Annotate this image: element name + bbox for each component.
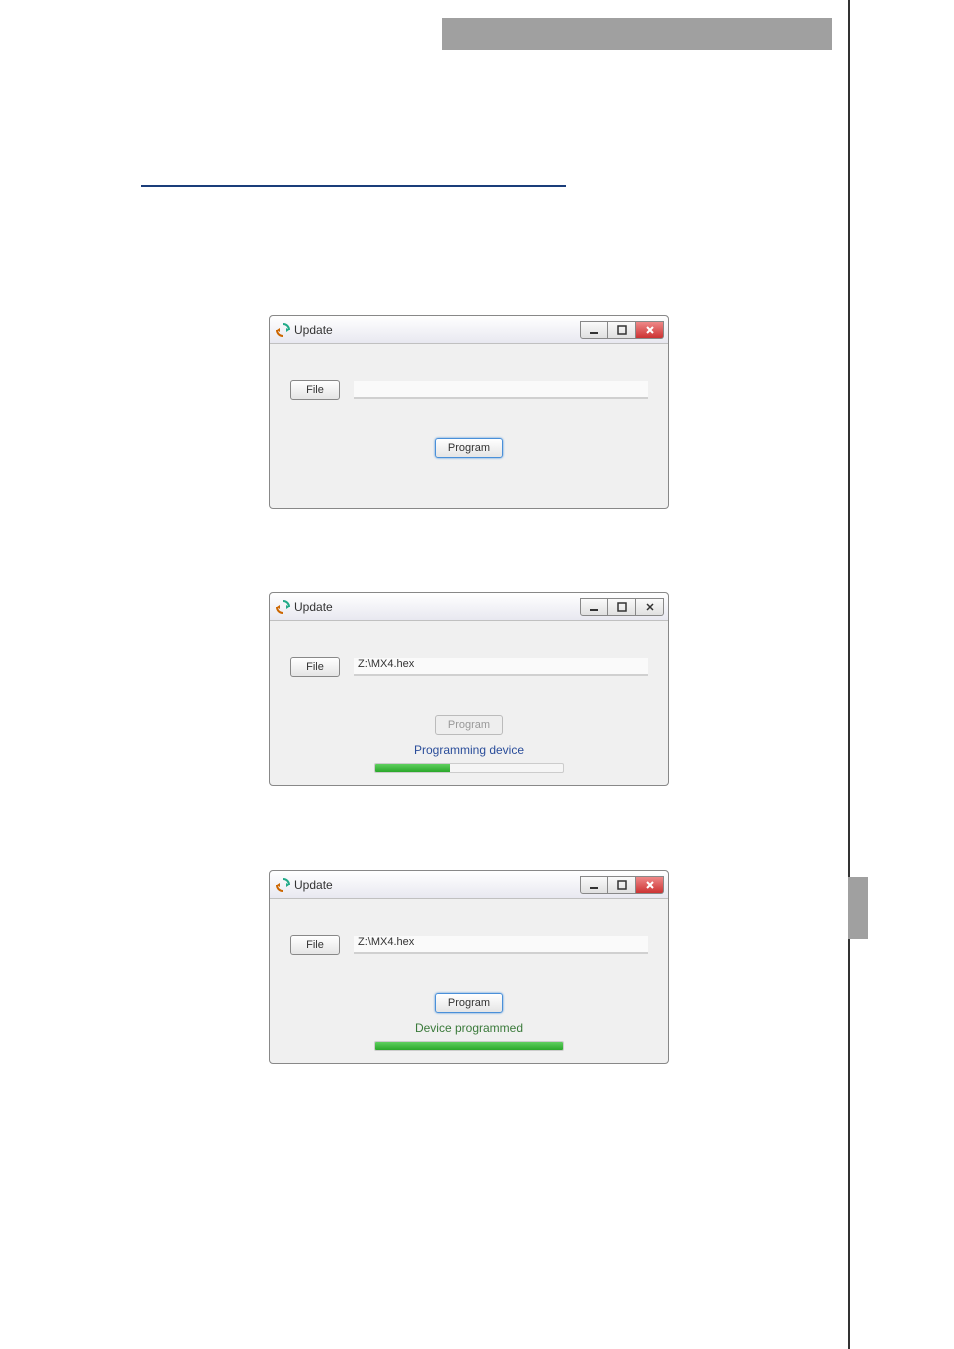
status-text: Programming device xyxy=(290,743,648,757)
titlebar-left: Update xyxy=(276,600,333,614)
window-title: Update xyxy=(294,600,333,614)
hyperlink-underline xyxy=(141,185,566,187)
window-title: Update xyxy=(294,878,333,892)
minimize-button[interactable] xyxy=(580,598,608,616)
close-button[interactable] xyxy=(636,598,664,616)
progress-bar xyxy=(375,1042,563,1050)
page-header-bar xyxy=(442,18,832,50)
app-icon xyxy=(276,323,290,337)
status-text: Device programmed xyxy=(290,1021,648,1035)
window-controls xyxy=(580,321,664,339)
titlebar-left: Update xyxy=(276,878,333,892)
progress-track xyxy=(374,763,564,773)
file-path-display: Z:\MX4.hex xyxy=(354,658,648,676)
maximize-button[interactable] xyxy=(608,598,636,616)
file-button[interactable]: File xyxy=(290,935,340,955)
app-icon xyxy=(276,878,290,892)
program-button: Program xyxy=(435,715,503,735)
app-icon xyxy=(276,600,290,614)
program-button[interactable]: Program xyxy=(435,993,503,1013)
program-row: Program xyxy=(290,715,648,735)
progress-track xyxy=(374,1041,564,1051)
titlebar-left: Update xyxy=(276,323,333,337)
window-title: Update xyxy=(294,323,333,337)
window-controls xyxy=(580,876,664,894)
right-margin-rule xyxy=(848,0,850,1349)
file-row: File Z:\MX4.hex xyxy=(290,935,648,955)
file-path-display: Z:\MX4.hex xyxy=(354,936,648,954)
window-controls xyxy=(580,598,664,616)
update-dialog-1: Update File Program xyxy=(269,315,669,509)
dialog-body: File Z:\MX4.hex Program Programming devi… xyxy=(270,621,668,793)
dialog-body: File Z:\MX4.hex Program Device programme… xyxy=(270,899,668,1071)
program-row: Program xyxy=(290,438,648,458)
titlebar: Update xyxy=(270,871,668,899)
maximize-button[interactable] xyxy=(608,876,636,894)
program-row: Program xyxy=(290,993,648,1013)
file-button[interactable]: File xyxy=(290,380,340,400)
close-button[interactable] xyxy=(636,876,664,894)
program-button[interactable]: Program xyxy=(435,438,503,458)
file-row: File xyxy=(290,380,648,400)
tab-index-block xyxy=(848,877,868,939)
file-button[interactable]: File xyxy=(290,657,340,677)
maximize-button[interactable] xyxy=(608,321,636,339)
titlebar: Update xyxy=(270,593,668,621)
minimize-button[interactable] xyxy=(580,321,608,339)
close-button[interactable] xyxy=(636,321,664,339)
update-dialog-3: Update File Z:\MX4.hex Program Device pr… xyxy=(269,870,669,1064)
file-path-display xyxy=(354,381,648,399)
update-dialog-2: Update File Z:\MX4.hex Program Programmi… xyxy=(269,592,669,786)
dialog-body: File Program xyxy=(270,344,668,478)
progress-bar xyxy=(375,764,450,772)
minimize-button[interactable] xyxy=(580,876,608,894)
titlebar: Update xyxy=(270,316,668,344)
file-row: File Z:\MX4.hex xyxy=(290,657,648,677)
